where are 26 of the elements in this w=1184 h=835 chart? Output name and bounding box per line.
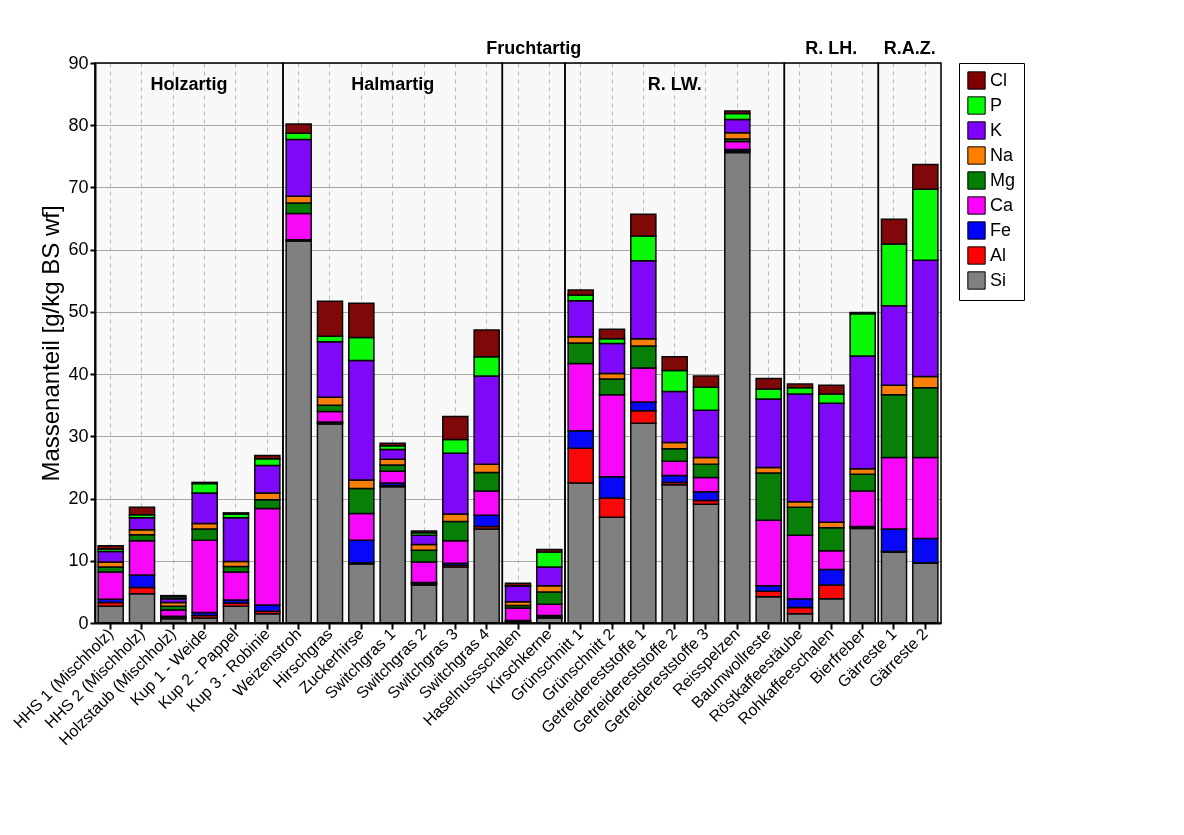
legend-label: Mg	[990, 169, 1016, 190]
legend-label: Na	[990, 144, 1014, 165]
legend-label: K	[990, 119, 1003, 140]
y-tick-label: 20	[68, 488, 89, 509]
legend-label: Ca	[990, 194, 1014, 215]
y-tick-label: 30	[68, 425, 89, 446]
band-label: R. LW.	[647, 74, 702, 94]
y-tick-label: 60	[68, 239, 89, 260]
legend-label: Al	[990, 244, 1007, 265]
legend-label: Fe	[990, 219, 1012, 240]
legend-label: Cl	[990, 69, 1007, 90]
band-label: R. LH.	[805, 38, 858, 58]
band-label: Fruchtartig	[486, 38, 582, 58]
legend-label: Si	[990, 269, 1007, 290]
band-label: Halmartig	[351, 74, 435, 94]
y-axis-title: Massenanteil [g/kg BS wf]	[37, 205, 65, 482]
y-tick-label: 40	[68, 363, 89, 384]
band-label: Holzartig	[150, 74, 228, 94]
y-tick-label: 90	[68, 52, 89, 73]
y-tick-label: 50	[68, 301, 89, 322]
y-tick-label: 0	[78, 612, 89, 633]
y-tick-label: 10	[68, 550, 89, 571]
legend-label: P	[990, 94, 1003, 115]
band-label: R.A.Z.	[883, 38, 936, 58]
y-tick-label: 80	[68, 114, 89, 135]
y-tick-label: 70	[68, 176, 89, 197]
